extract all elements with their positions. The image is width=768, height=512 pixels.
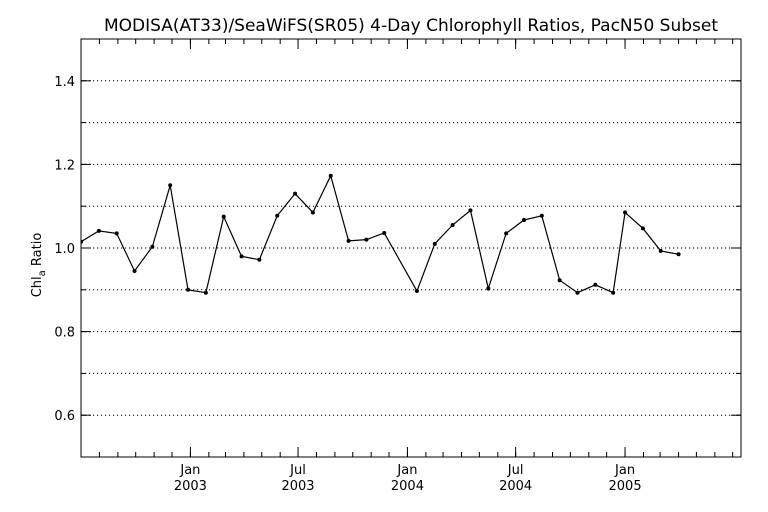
data-point: [114, 231, 119, 236]
data-point: [96, 228, 101, 233]
data-point: [81, 239, 83, 244]
data-point: [221, 214, 226, 219]
data-point: [432, 241, 437, 246]
data-point: [275, 213, 280, 218]
data-point: [450, 223, 455, 228]
x-tick-label-year: 2003: [281, 479, 314, 494]
x-tick-label-month: Jul: [507, 463, 524, 478]
x-tick-label-month: Jan: [396, 463, 417, 478]
y-axis-tick-labels: 0.6 0.8 1.0 1.2 1.4: [54, 75, 75, 424]
data-point: [676, 252, 681, 257]
data-point: [150, 244, 155, 249]
data-point: [539, 213, 544, 218]
y-axis-label-main: Chl: [30, 276, 45, 297]
data-point: [328, 173, 333, 178]
x-tick-label-year: 2004: [391, 479, 424, 494]
data-point: [168, 183, 173, 188]
x-tick-label-month: Jan: [614, 463, 635, 478]
data-point: [486, 286, 491, 291]
y-tick-label: 0.6: [54, 409, 75, 424]
data-point: [593, 282, 598, 287]
data-point: [468, 208, 473, 213]
x-tick-label-year: 2005: [609, 479, 642, 494]
y-axis-ticks: [81, 80, 741, 416]
x-tick-label-month: Jan: [179, 463, 200, 478]
data-point: [346, 238, 351, 243]
data-point: [575, 290, 580, 295]
data-point: [203, 290, 208, 295]
chart-title: MODISA(AT33)/SeaWiFS(SR05) 4-Day Chlorop…: [104, 16, 718, 36]
data-point: [557, 278, 562, 283]
data-point: [504, 231, 509, 236]
data-point: [623, 210, 628, 215]
y-axis-label-subscript: a: [37, 270, 48, 276]
series-group: [81, 173, 681, 295]
data-point: [239, 254, 244, 259]
data-point: [132, 268, 137, 273]
data-point: [611, 290, 616, 295]
y-tick-label: 1.0: [54, 242, 75, 257]
y-tick-label: 1.4: [54, 75, 75, 90]
x-tick-label-month: Jul: [289, 463, 306, 478]
data-point: [310, 210, 315, 215]
data-point: [293, 191, 298, 196]
series-line: [81, 173, 679, 294]
y-tick-label: 1.2: [54, 158, 75, 173]
x-tick-label-year: 2004: [499, 479, 532, 494]
y-axis-label: Chla Ratio: [30, 233, 48, 298]
data-point: [186, 287, 191, 292]
data-point: [382, 230, 387, 235]
x-tick-label-year: 2003: [174, 479, 207, 494]
data-point: [640, 226, 645, 231]
data-point: [257, 257, 262, 262]
y-tick-label: 0.8: [54, 326, 75, 341]
x-axis-ticks: [98, 39, 734, 457]
y-axis-label-suffix: Ratio: [30, 233, 45, 271]
data-point: [364, 237, 369, 242]
data-point: [521, 217, 526, 222]
data-point: [414, 289, 419, 294]
data-point: [658, 248, 663, 253]
